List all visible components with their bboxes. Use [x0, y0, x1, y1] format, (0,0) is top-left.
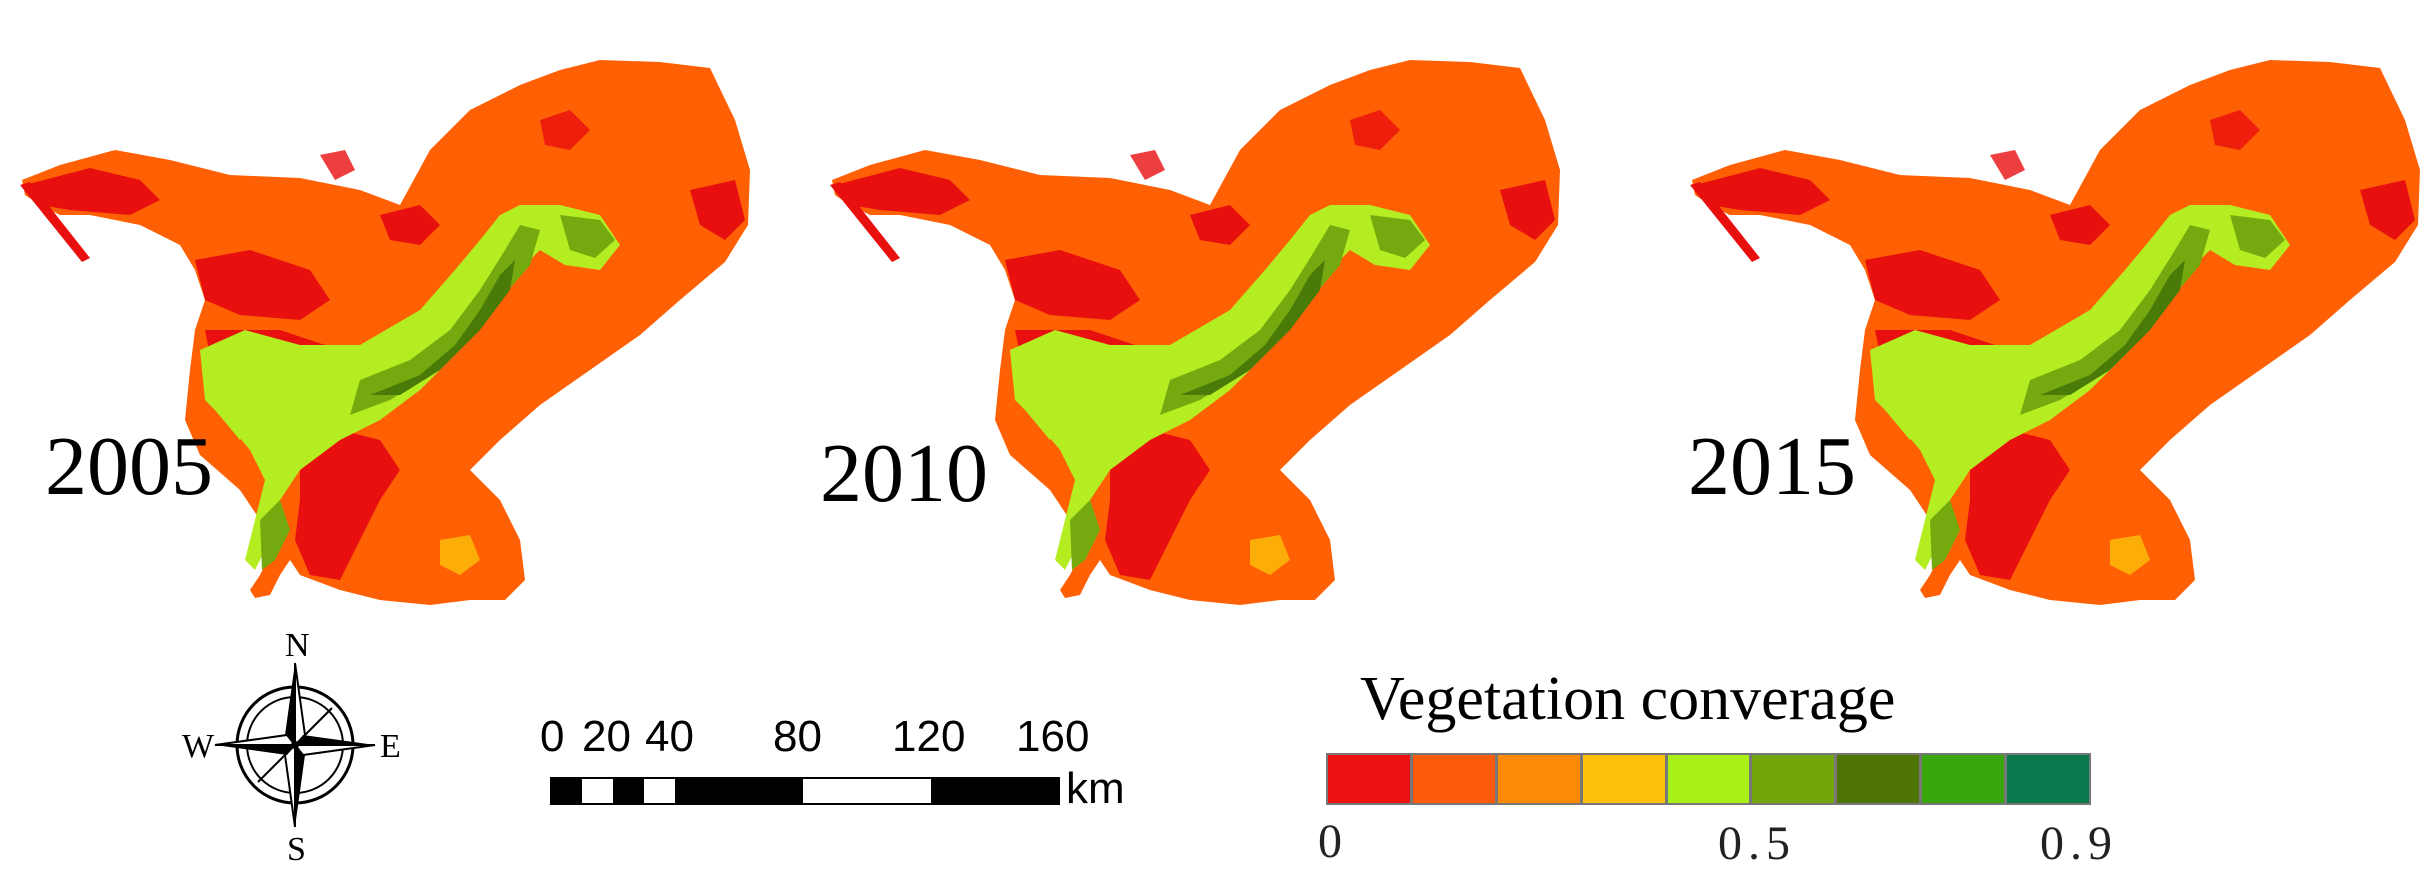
legend-swatch-0 — [1326, 753, 1412, 805]
map-2010 — [830, 60, 1560, 605]
legend-swatch-8 — [2005, 753, 2091, 805]
legend-tick-0: 0 — [1318, 815, 1348, 868]
legend-swatch-4 — [1665, 753, 1752, 805]
legend-title: Vegetation converage — [1360, 665, 1896, 733]
legend-swatch-2 — [1495, 753, 1582, 805]
year-label-2015: 2015 — [1688, 420, 1856, 513]
year-label-2005: 2005 — [45, 420, 213, 513]
legend-swatch-5 — [1750, 753, 1837, 805]
legend-swatch-1 — [1410, 753, 1497, 805]
compass-north-label: N — [285, 627, 310, 664]
scale-tick-20: 20 — [582, 712, 631, 761]
scale-tick-0: 0 — [540, 712, 565, 761]
scale-tick-120: 120 — [892, 712, 966, 761]
scale-tick-160: 160 — [1016, 712, 1090, 761]
legend-tick-0-9: 0.9 — [2040, 817, 2118, 870]
legend-tick-0-5: 0.5 — [1718, 817, 1796, 870]
compass-east-label: E — [380, 728, 401, 765]
map-2015 — [1690, 60, 2420, 605]
map-2005 — [20, 60, 750, 605]
compass-south-label: S — [287, 831, 306, 868]
legend-colorbar — [1326, 753, 2091, 807]
scale-tick-80: 80 — [773, 712, 822, 761]
scale-bar: 0 20 40 80 120 160 km — [540, 712, 1140, 811]
compass-rose: N S W E — [180, 625, 401, 868]
compass-west-label: W — [182, 728, 215, 765]
legend-swatch-7 — [1920, 753, 2007, 805]
scale-tick-40: 40 — [645, 712, 694, 761]
legend-swatch-3 — [1580, 753, 1667, 805]
compass-icon — [214, 662, 376, 828]
scale-bar-graphic — [550, 777, 1060, 805]
scale-unit: km — [1066, 764, 1125, 813]
legend-swatch-6 — [1835, 753, 1922, 805]
year-label-2010: 2010 — [820, 427, 988, 520]
